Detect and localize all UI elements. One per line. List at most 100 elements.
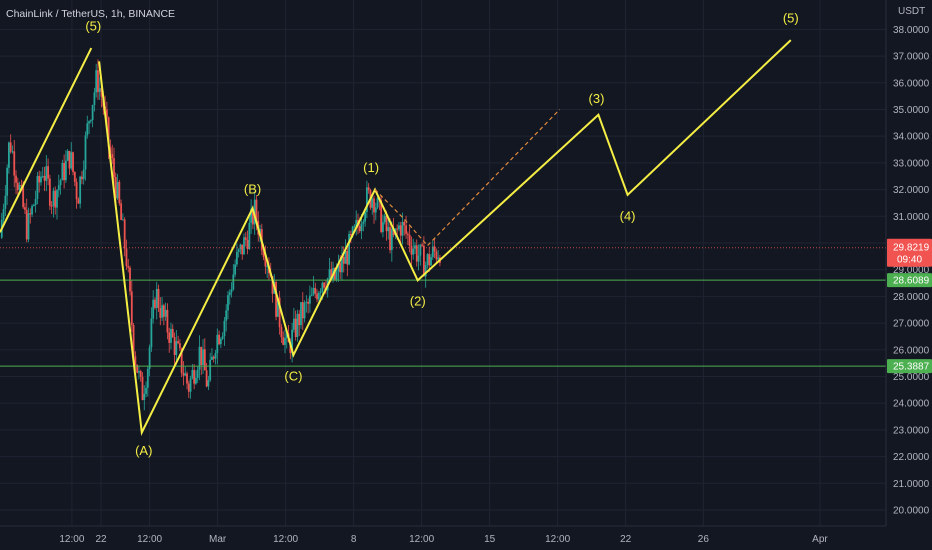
candle-up — [305, 301, 308, 303]
candle-up — [95, 70, 98, 93]
candle-down — [333, 268, 336, 280]
candle-down — [47, 166, 49, 179]
candle-up — [230, 289, 233, 293]
candle-up — [198, 346, 201, 370]
time-axis-panel[interactable] — [0, 526, 932, 550]
candle-down — [200, 346, 203, 366]
candle-countdown: 09:40 — [897, 255, 922, 266]
candle-up — [353, 225, 356, 227]
candle-up — [40, 176, 42, 183]
elliott-wave-drawing[interactable] — [0, 39, 792, 436]
candle-down — [178, 343, 181, 349]
candle-up — [175, 341, 178, 355]
candle-up — [360, 223, 363, 232]
candle-down — [157, 288, 160, 309]
candle-down — [435, 251, 438, 260]
candle-down — [294, 318, 297, 338]
candle-up — [383, 215, 386, 223]
candle-up — [284, 337, 286, 345]
candle-up — [45, 166, 48, 181]
wave-label-text: (1) — [363, 160, 379, 175]
candle-down — [68, 151, 71, 169]
candle-up — [437, 257, 440, 260]
time-tick-label: Apr — [812, 534, 828, 545]
candle-up — [93, 92, 96, 105]
candle-up — [52, 190, 55, 206]
price-tick-label: 37.0000 — [893, 52, 930, 63]
candle-up — [4, 195, 7, 209]
candle-up — [376, 197, 379, 208]
candle-up — [184, 373, 187, 376]
candle-down — [205, 370, 208, 387]
candle-down — [203, 349, 206, 371]
candle-up — [364, 211, 367, 222]
candle-down — [339, 263, 342, 273]
candle-up — [84, 135, 87, 170]
candle-up — [82, 169, 85, 180]
candle-up — [243, 237, 245, 255]
candle-down — [48, 178, 51, 206]
candle-down — [136, 364, 139, 373]
candle-up — [319, 291, 322, 293]
time-tick-label: 15 — [484, 534, 496, 545]
candle-up — [239, 244, 242, 250]
wave-label-text: (4) — [620, 208, 636, 223]
price-tick-label: 23.0000 — [893, 425, 930, 436]
candle-up — [309, 295, 311, 304]
candle-up — [138, 371, 140, 373]
candle-up — [341, 256, 343, 273]
candle-up — [146, 368, 149, 388]
candle-down — [307, 301, 310, 304]
candle-up — [237, 249, 240, 253]
candle-up — [209, 359, 212, 381]
candle-up — [371, 198, 374, 208]
wave-label-text: (5) — [85, 19, 101, 34]
candle-up — [88, 121, 90, 124]
candle-up — [374, 207, 377, 213]
candle-up — [18, 185, 21, 191]
candle-down — [373, 198, 375, 213]
candle-up — [426, 254, 429, 265]
candle-up — [276, 297, 279, 317]
candle-down — [125, 248, 128, 267]
candle-up — [191, 369, 194, 379]
candle-down — [186, 373, 188, 384]
candle-down — [428, 254, 431, 266]
candle-down — [141, 376, 144, 401]
candle-up — [266, 266, 269, 268]
candle-up — [310, 294, 313, 296]
candle-down — [81, 176, 83, 180]
candle-down — [16, 182, 19, 191]
candle-down — [171, 328, 174, 338]
candle-up — [59, 180, 62, 186]
candle-down — [422, 245, 425, 277]
candle-down — [15, 175, 17, 183]
candle-up — [225, 310, 228, 321]
candle-down — [280, 327, 283, 338]
candle-up — [387, 227, 390, 232]
time-tick-label: 12:00 — [273, 534, 298, 545]
wave-label-text: (A) — [135, 443, 152, 458]
price-tick-label: 38.0000 — [893, 25, 930, 36]
candle-down — [301, 302, 304, 319]
candle-up — [296, 313, 299, 338]
candle-down — [107, 117, 110, 148]
candle-down — [244, 237, 247, 240]
candle-up — [223, 320, 226, 337]
candle-down — [159, 308, 162, 318]
candle-down — [396, 228, 399, 230]
candle-down — [415, 245, 418, 262]
candle-up — [321, 282, 324, 292]
candle-up — [337, 263, 340, 272]
candle-up — [56, 190, 58, 208]
candle-down — [342, 256, 345, 264]
wave-label-text: (5) — [783, 11, 799, 26]
candle-down — [314, 287, 317, 294]
candle-up — [362, 221, 365, 224]
candle-up — [335, 271, 338, 280]
candle-up — [365, 187, 368, 212]
candle-up — [164, 309, 167, 317]
candle-up — [424, 264, 427, 277]
candle-down — [127, 266, 130, 268]
